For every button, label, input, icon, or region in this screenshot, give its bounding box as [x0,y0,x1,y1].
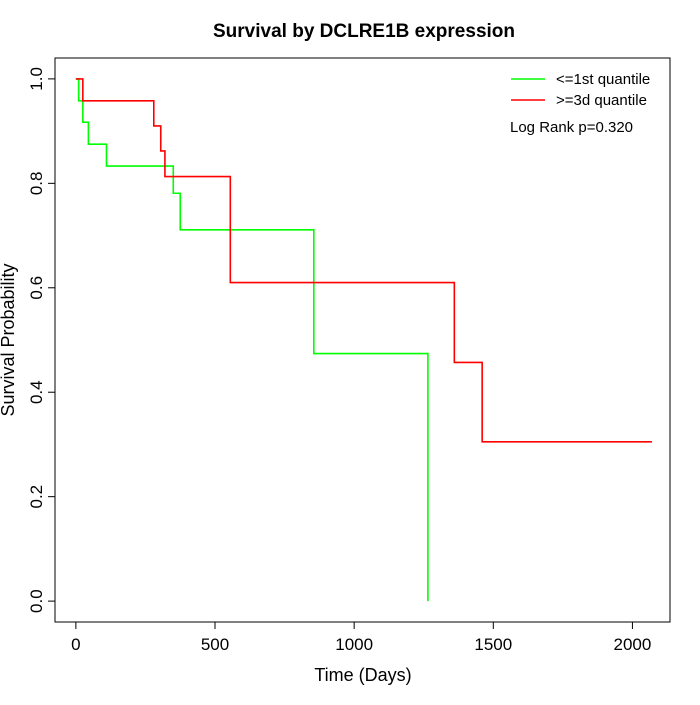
x-tick-label: 2000 [614,635,652,654]
y-tick-label: 0.4 [27,380,46,404]
x-tick-label: 1000 [335,635,373,654]
y-tick-label: 0.2 [27,485,46,509]
plot-border [54,57,671,623]
y-tick-label: 0.6 [27,276,46,300]
legend-label: >=3d quantile [556,92,647,109]
survival-curve-1 [75,78,429,602]
y-axis-label: Survival Probability [0,263,18,416]
y-tick-label: 0.8 [27,172,46,196]
y-tick-label: 0.0 [27,589,46,613]
legend-label: <=1st quantile [556,71,650,88]
y-axis: 0.0 0.2 0.4 0.6 0.8 1.0 [27,67,56,613]
x-axis-label: Time (Days) [314,665,411,685]
y-tick-label: 1.0 [27,67,46,91]
x-tick-label: 1500 [474,635,512,654]
series-layer [75,78,652,602]
x-tick-label: 0 [71,635,80,654]
legend: <=1st quantile >=3d quantile [511,71,650,109]
chart-title: Survival by DCLRE1B expression [213,21,515,42]
survival-curve-2 [75,78,652,443]
log-rank-annotation: Log Rank p=0.320 [510,119,633,136]
x-tick-label: 500 [201,635,229,654]
x-axis: 0 500 1000 1500 2000 [71,621,652,654]
